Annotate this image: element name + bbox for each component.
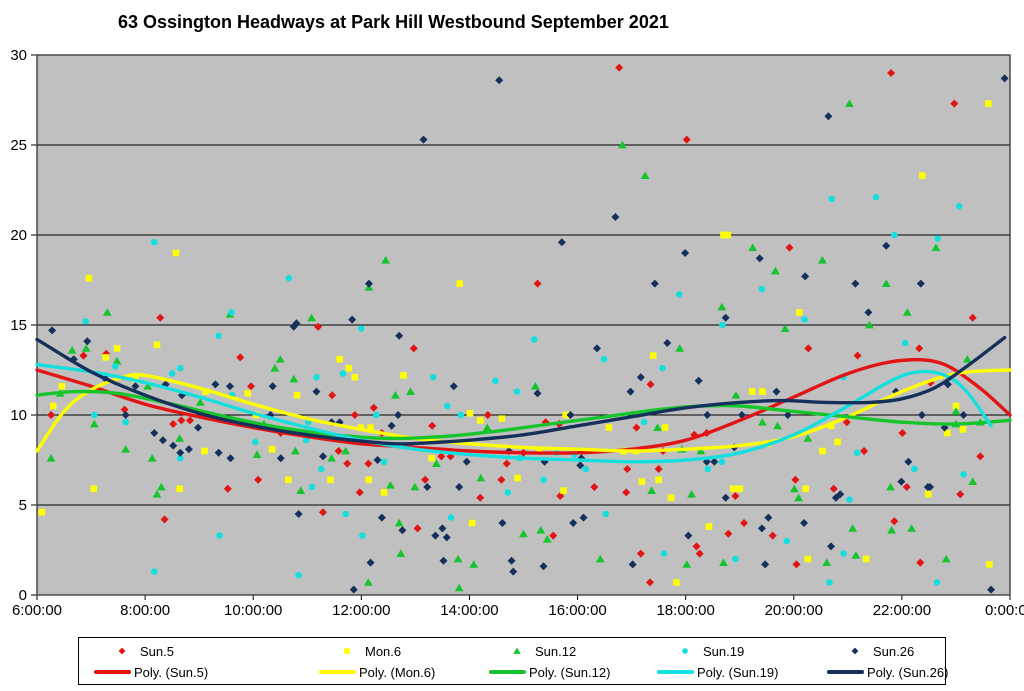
- trendline-swatch-icon: [94, 670, 131, 674]
- legend-label: Poly. (Sun.26): [867, 664, 949, 680]
- series-Sun.12: [46, 99, 985, 592]
- legend-item-Sun.12: Sun.12: [511, 641, 576, 661]
- circle-marker-icon: [682, 648, 688, 654]
- trendline-Poly. (Mon.6): [35, 368, 1012, 453]
- legend-item-Poly.Sun.12: Poly. (Sun.12): [489, 662, 610, 682]
- diamond-marker-icon: [118, 647, 126, 655]
- chart-title: 63 Ossington Headways at Park Hill Westb…: [118, 12, 669, 32]
- trendline-swatch-icon: [489, 670, 526, 674]
- x-tick-label: 8:00:00: [120, 602, 170, 619]
- legend-label: Poly. (Mon.6): [359, 664, 436, 680]
- legend-item-Sun.26: Sun.26: [849, 641, 914, 661]
- square-marker-icon: [344, 648, 350, 654]
- legend-item-Poly.Sun.26: Poly. (Sun.26): [827, 662, 948, 682]
- legend-label: Poly. (Sun.12): [529, 664, 611, 680]
- trendline-swatch-icon: [319, 670, 356, 674]
- legend-item-Sun.5: Sun.5: [116, 641, 174, 661]
- x-tick-label: 6:00:00: [12, 602, 62, 619]
- x-tick-label: 16:00:00: [548, 602, 606, 619]
- x-tick-label: 20:00:00: [765, 602, 823, 619]
- legend-label: Sun.26: [873, 643, 915, 659]
- legend-item-Poly.Sun.5: Poly. (Sun.5): [94, 662, 208, 682]
- legend-label: Sun.5: [140, 643, 174, 659]
- diamond-marker-icon: [851, 647, 859, 655]
- legend: Sun.5 Mon.6 Sun.12 Sun.19 Sun.26 Poly. (Sun.5…: [78, 637, 948, 685]
- legend-label: Sun.19: [703, 643, 745, 659]
- y-tick-label: 10: [10, 407, 27, 424]
- legend-label: Poly. (Sun.19): [697, 664, 779, 680]
- legend-label: Sun.12: [535, 643, 577, 659]
- plot-area: 0 5 10 15 20 25 30 6:00:00 8:00:00 10:00:00 12:00:…: [10, 47, 1024, 619]
- legend-item-Mon.6: Mon.6: [341, 641, 401, 661]
- legend-label: Mon.6: [365, 643, 402, 659]
- trendline-Poly. (Sun.19): [35, 362, 993, 464]
- legend-label: Poly. (Sun.5): [134, 664, 209, 680]
- y-tick-label: 0: [19, 587, 27, 604]
- trendline-Poly. (Sun.5): [35, 357, 1012, 455]
- y-tick-label: 25: [10, 137, 27, 154]
- x-tick-label: 18:00:00: [656, 602, 714, 619]
- trendline-swatch-icon: [657, 670, 694, 674]
- x-tick-label: 10:00:00: [224, 602, 282, 619]
- series-Sun.5: [47, 63, 985, 587]
- x-tick-label: 14:00:00: [440, 602, 498, 619]
- x-tick-label: 22:00:00: [873, 602, 931, 619]
- y-tick-label: 15: [10, 317, 27, 334]
- series-Sun.19: [82, 193, 967, 586]
- y-tick-label: 5: [19, 497, 27, 514]
- x-tick-label: 12:00:00: [332, 602, 390, 619]
- legend-item-Poly.Mon.6: Poly. (Mon.6): [319, 662, 435, 682]
- x-tick-label: 0:00:00: [985, 602, 1024, 619]
- trendline-swatch-icon: [827, 670, 864, 674]
- y-tick-label: 20: [10, 227, 27, 244]
- x-axis: 6:00:00 8:00:00 10:00:00 12:00:00 14:00:00 16…: [12, 595, 1024, 619]
- plot-border: [36, 54, 1011, 596]
- legend-item-Sun.19: Sun.19: [679, 641, 744, 661]
- triangle-marker-icon: [513, 647, 521, 654]
- legend-item-Poly.Sun.19: Poly. (Sun.19): [657, 662, 778, 682]
- y-tick-label: 30: [10, 47, 27, 64]
- trendline-Poly. (Sun.26): [35, 335, 1007, 446]
